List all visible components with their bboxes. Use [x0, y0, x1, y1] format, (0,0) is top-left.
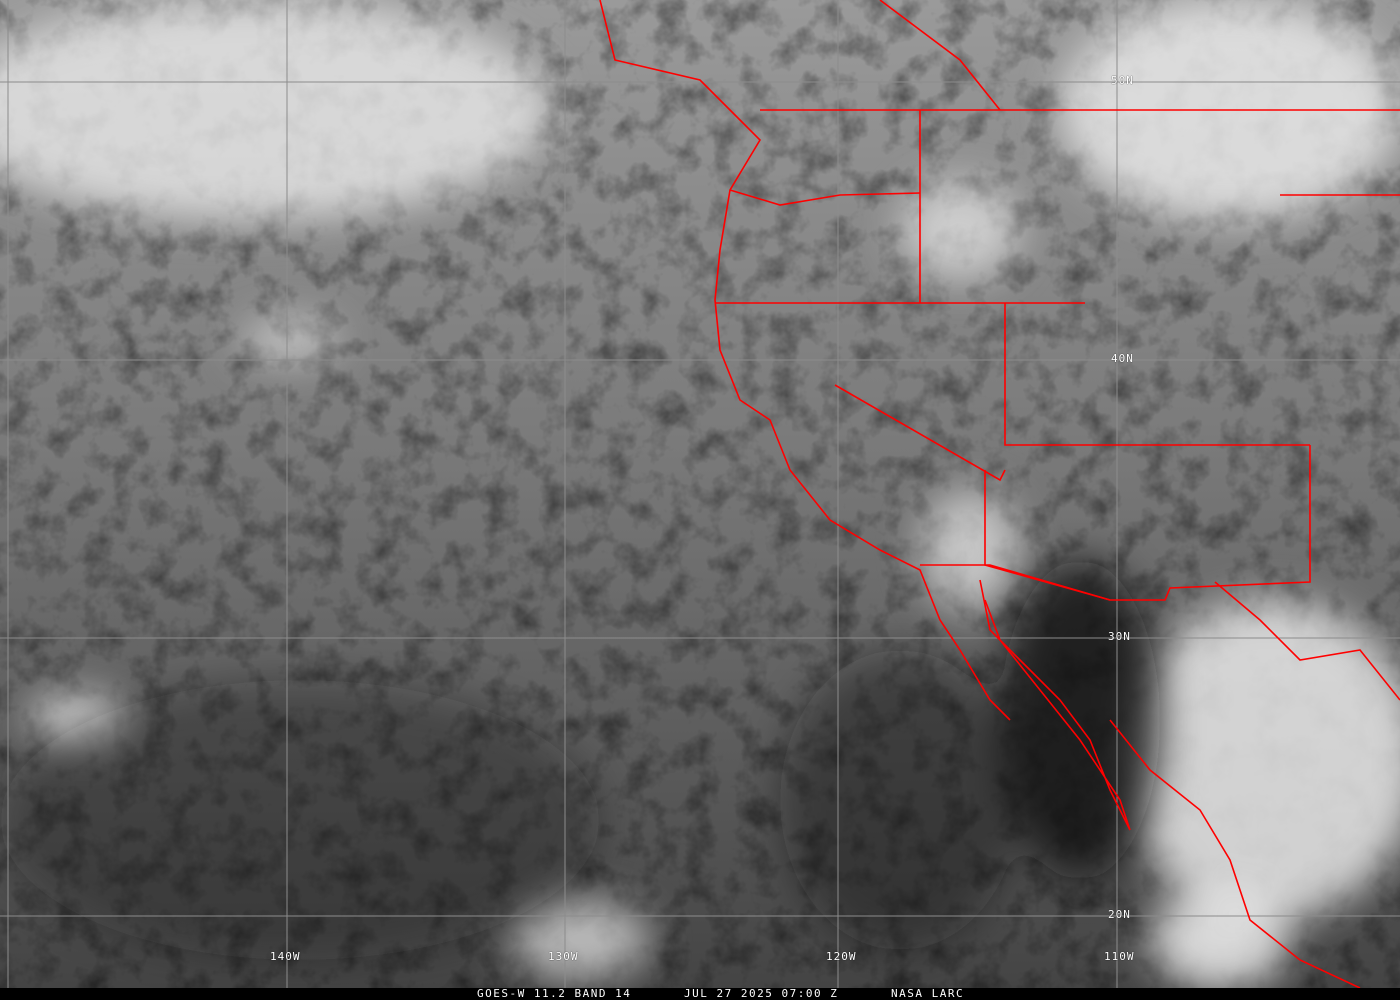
wa-or-border — [729, 189, 921, 206]
canada-provinces — [879, 0, 1001, 111]
ca-nv-border — [834, 384, 1006, 482]
latitude-label: 20N — [1108, 908, 1131, 921]
mex-interior — [1214, 581, 1400, 701]
us-mex-border — [920, 564, 1111, 601]
political-borders — [599, 0, 1400, 988]
caption-bar: GOES-W 11.2 BAND 14 JUL 27 2025 07:00 Z … — [0, 987, 1400, 1000]
longitude-label: 130W — [548, 950, 579, 963]
mexico-coast — [1109, 719, 1361, 988]
longitude-label: 140W — [270, 950, 301, 963]
source: NASA LARC — [891, 987, 965, 1000]
latitude-label: 40N — [1111, 352, 1134, 365]
coastline — [599, 0, 1011, 721]
nv-ut-az — [1004, 303, 1310, 446]
dark-areas — [0, 560, 1160, 960]
latitude-label: 50N — [1111, 74, 1134, 87]
latitude-label: 30N — [1108, 630, 1131, 643]
longitude-label: 120W — [826, 950, 857, 963]
longitude-label: 110W — [1104, 950, 1135, 963]
timestamp: JUL 27 2025 07:00 Z — [684, 987, 839, 1000]
satellite-band: GOES-W 11.2 BAND 14 — [477, 987, 632, 1000]
baja-coast — [979, 579, 1131, 831]
